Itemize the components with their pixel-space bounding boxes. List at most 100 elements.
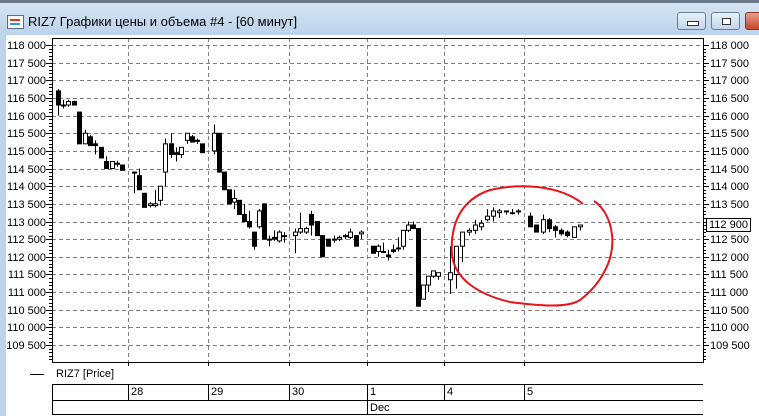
candle-bear [416, 228, 421, 307]
y-tick-label-left: 112 500 [7, 233, 46, 246]
y-tick-label-right: 117 000 [710, 74, 749, 87]
candle-bull [185, 132, 190, 141]
candle-bull [431, 270, 436, 277]
candle-bull [578, 224, 583, 228]
candle-bull [115, 162, 120, 165]
y-tick-label-right: 110 000 [710, 321, 749, 334]
x-month-label: Dec [370, 402, 390, 414]
window-top-border [0, 0, 759, 3]
y-tick-label-left: 116 000 [7, 110, 46, 123]
y-tick-label-right: 109 500 [710, 339, 750, 352]
x-day-label: 1 [370, 386, 377, 398]
candle-bull [232, 198, 237, 203]
candle-bull [396, 247, 401, 250]
y-tick-label-right: 114 000 [710, 180, 749, 193]
candle-bear [528, 215, 533, 228]
candle-bull [421, 284, 426, 300]
candle-bear [391, 249, 396, 253]
candle-bull [293, 231, 298, 237]
x-day-label: 30 [292, 386, 305, 398]
y-tick-label-left: 115 000 [7, 145, 46, 158]
candle-bull [212, 132, 217, 152]
y-tick-label-left: 116 500 [7, 92, 46, 105]
candle-bear [247, 221, 252, 228]
y-tick-label-left: 113 500 [7, 198, 46, 211]
candle-bull [61, 104, 66, 107]
candle-bear [320, 235, 325, 258]
candle-bear [99, 146, 104, 159]
candle-bear [252, 231, 257, 247]
candle-bull [516, 210, 521, 213]
y-tick-label-right: 118 000 [710, 39, 749, 52]
close-button[interactable] [745, 12, 759, 30]
candle-bull [467, 229, 472, 233]
title-bar[interactable]: RIZ7 Графики цены и объема #4 - [60 мину… [0, 3, 759, 35]
candle-bull [66, 100, 71, 106]
candle-bull [267, 238, 272, 241]
candle-bear [315, 221, 320, 237]
candle-bull [448, 272, 453, 281]
plot-border [52, 38, 704, 363]
candle-bull [153, 203, 158, 207]
y-tick-label-right: 114 500 [710, 163, 749, 176]
window-title: RIZ7 Графики цены и объема #4 - [60 мину… [28, 14, 298, 29]
candle-bear [386, 254, 391, 258]
candle-bear [174, 152, 179, 155]
candle-bull [491, 210, 496, 217]
candle-bear [309, 213, 314, 226]
candle-bull [479, 222, 484, 228]
y-tick-label-left: 112 000 [7, 251, 46, 264]
candle-bull [541, 219, 546, 233]
y-tick-label-right: 115 500 [710, 127, 749, 140]
y-tick-label-left: 109 500 [6, 339, 46, 352]
candle-bull [497, 210, 502, 214]
candle-bull [337, 236, 342, 240]
candle-bear [553, 226, 558, 231]
y-tick-label-right: 113 500 [710, 198, 749, 211]
candle-bull [572, 226, 577, 238]
candle-bear [88, 136, 93, 147]
candle-bull [195, 139, 200, 142]
candle-bear [272, 236, 277, 240]
candle-bull [163, 143, 168, 173]
candle-bull [401, 229, 406, 247]
x-day-label: 29 [211, 386, 224, 398]
candle-bull [454, 245, 459, 275]
y-tick-label-left: 111 500 [7, 268, 46, 281]
candle-bear [200, 143, 205, 154]
minimize-button[interactable] [677, 12, 706, 30]
y-tick-label-left: 110 000 [7, 321, 46, 334]
candle-bear [217, 132, 222, 173]
y-tick-label-left: 117 500 [7, 57, 46, 70]
candle-bull [304, 228, 309, 233]
hand-drawn-circle-annotation [450, 185, 614, 307]
y-tick-label-left: 113 000 [7, 216, 46, 229]
candle-bull [376, 245, 381, 253]
y-tick-label-left: 115 500 [7, 127, 46, 140]
candle-bull [277, 231, 282, 242]
maximize-button[interactable] [711, 12, 740, 30]
candle-bull [132, 171, 137, 174]
y-tick-label-right: 117 500 [710, 57, 749, 70]
y-tick-label-right: 116 000 [710, 110, 749, 123]
candle-bear [565, 231, 570, 237]
candle-bear [56, 90, 61, 106]
y-tick-label-left: 110 500 [7, 304, 46, 317]
candle-bull [282, 235, 287, 238]
candle-bear [411, 224, 416, 230]
candle-bull [485, 215, 490, 221]
candle-bear [371, 245, 376, 254]
candle-bear [547, 219, 552, 230]
candle-bear [326, 238, 331, 247]
candle-bull [504, 210, 509, 213]
candle-bull [332, 238, 337, 241]
candle-bull [343, 235, 348, 238]
candle-bear [120, 164, 125, 171]
candle-bear [354, 235, 359, 247]
candle-bull [348, 231, 353, 238]
x-day-label: 28 [131, 386, 144, 398]
y-tick-label-right: 112 000 [710, 251, 749, 264]
candle-bull [510, 212, 515, 215]
candle-bull [359, 231, 364, 235]
